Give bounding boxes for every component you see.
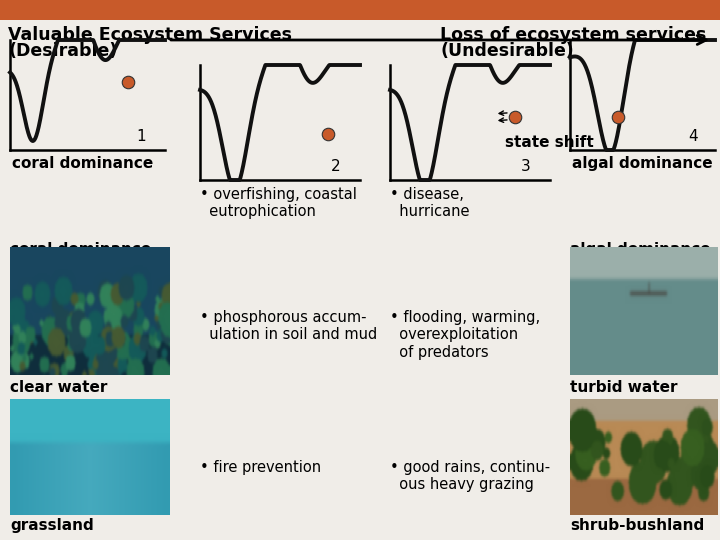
Text: shrub-bushland: shrub-bushland xyxy=(570,518,704,533)
Text: coral dominance: coral dominance xyxy=(10,242,151,257)
Text: algal dominance: algal dominance xyxy=(572,156,713,171)
Text: • flooding, warming,
  overexploitation
  of predators: • flooding, warming, overexploitation of… xyxy=(390,310,540,360)
Text: grassland: grassland xyxy=(10,518,94,533)
Text: clear water: clear water xyxy=(10,380,107,395)
Text: algal dominance: algal dominance xyxy=(570,242,711,257)
Text: (Desirable): (Desirable) xyxy=(8,42,117,60)
Text: 2: 2 xyxy=(331,159,341,174)
Text: 1: 1 xyxy=(137,129,146,144)
Text: Loss of ecosystem services: Loss of ecosystem services xyxy=(440,26,706,44)
Text: Valuable Ecosystem Services: Valuable Ecosystem Services xyxy=(8,26,292,44)
Text: (Undesirable): (Undesirable) xyxy=(440,42,574,60)
Text: 4: 4 xyxy=(688,129,698,144)
Text: turbid water: turbid water xyxy=(570,380,678,395)
Text: coral dominance: coral dominance xyxy=(12,156,153,171)
Bar xyxy=(0,0,720,20)
Text: • disease,
  hurricane: • disease, hurricane xyxy=(390,187,469,219)
Text: state shift: state shift xyxy=(505,135,593,150)
Text: 3: 3 xyxy=(521,159,531,174)
Text: • good rains, continu-
  ous heavy grazing: • good rains, continu- ous heavy grazing xyxy=(390,460,550,492)
Text: • phosphorous accum-
  ulation in soil and mud: • phosphorous accum- ulation in soil and… xyxy=(200,310,377,342)
Text: • overfishing, coastal
  eutrophication: • overfishing, coastal eutrophication xyxy=(200,187,357,219)
Text: • fire prevention: • fire prevention xyxy=(200,460,321,475)
